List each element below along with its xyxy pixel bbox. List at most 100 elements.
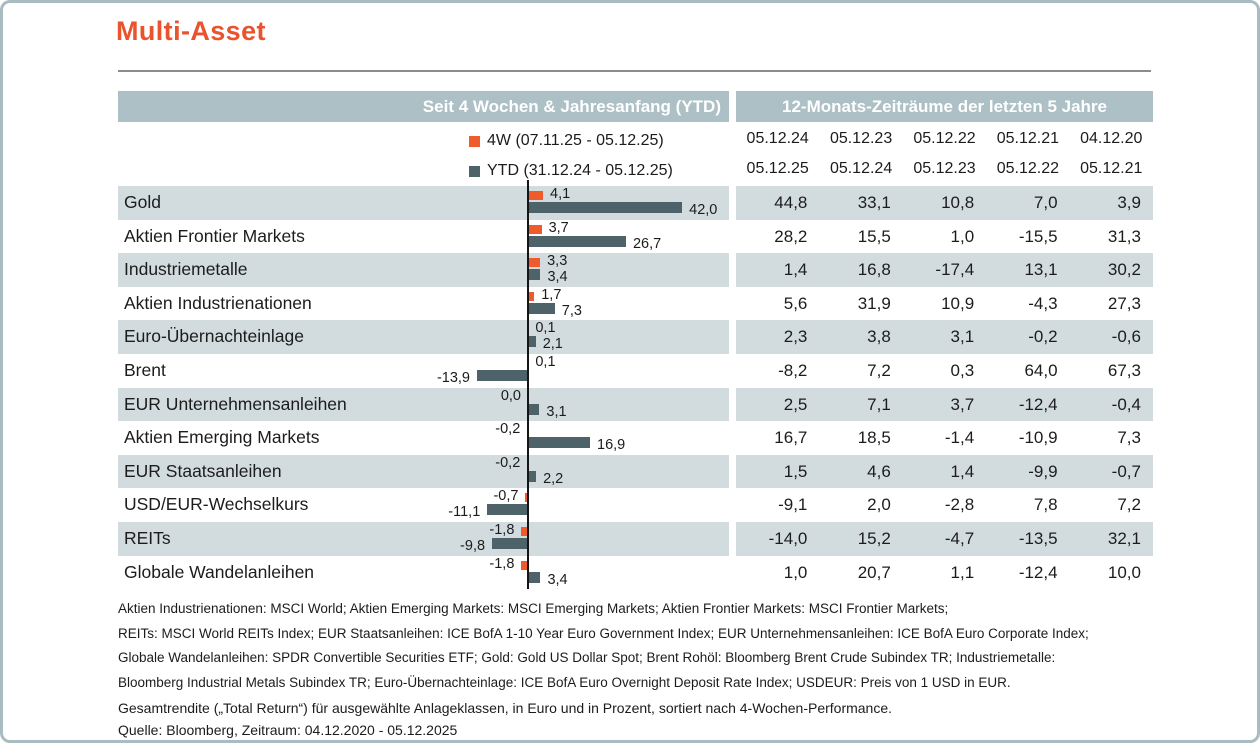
ytd-bar (487, 504, 528, 516)
yearly-returns-cell: -14,0 15,2 -4,7 -13,5 32,1 (736, 521, 1153, 556)
ytd-bar (528, 470, 537, 482)
ytd-bar (492, 537, 528, 549)
ytd-value-label: 2,1 (542, 336, 563, 353)
row-gap (729, 253, 736, 287)
yearly-return-value: 13,1 (1024, 260, 1058, 280)
asset-row: Aktien Industrienationen 1,7 7,3 5,6 31,9 10,… (118, 286, 1153, 321)
table-header: Seit 4 Wochen & Jahresanfang (YTD) 12-Mo… (118, 91, 1153, 122)
asset-label: Gold (124, 192, 161, 212)
asset-chart-cell: EUR Unternehmensanleihen 0,0 3,1 (118, 387, 729, 422)
asset-chart-cell: Aktien Frontier Markets 3,7 26,7 (118, 220, 729, 254)
yearly-return-value: 7,1 (867, 394, 891, 414)
footnote-line: Aktien Industrienationen: MSCI World; Ak… (118, 601, 949, 616)
ytd-value-label: 3,4 (547, 269, 568, 286)
period-start-date: 05.12.21 (1080, 160, 1143, 177)
row-gap (729, 521, 736, 556)
ytd-bar (528, 269, 541, 281)
yearly-return-value: 64,0 (1024, 360, 1058, 380)
ytd-value-label: 16,9 (597, 437, 626, 454)
4w-swatch-icon (469, 135, 480, 147)
yearly-return-value: -9,1 (778, 495, 808, 515)
yearly-return-value: 10,8 (941, 193, 975, 212)
yearly-return-value: 33,1 (857, 193, 891, 212)
ytd-value-label: -11,1 (448, 504, 481, 521)
yearly-return-value: 0,3 (950, 360, 975, 380)
index-footnotes: Aktien Industrienationen: MSCI World; Ak… (118, 597, 1089, 695)
asset-label: EUR Unternehmensanleihen (124, 393, 347, 414)
yearly-return-value: 4,6 (867, 461, 891, 481)
caption-line: Gesamtrendite („Total Return“) für ausge… (118, 700, 893, 716)
w4-bar (528, 291, 535, 301)
asset-row: Aktien Emerging Markets -0,2 16,9 16,7 18,5 -… (118, 421, 1153, 455)
yearly-return-value: 31,3 (1107, 226, 1141, 246)
yearly-returns-cell: -9,1 2,0 -2,8 7,8 7,2 (736, 488, 1153, 522)
multi-asset-table: Seit 4 Wochen & Jahresanfang (YTD) 12-Mo… (118, 91, 1153, 590)
period-dates: 05.12.24 05.12.23 05.12.22 05.12.21 04.12.20… (736, 122, 1153, 184)
asset-label: Euro-Übernachteinlage (124, 326, 304, 347)
header-gap (729, 91, 736, 122)
yearly-return-value: 30,2 (1107, 260, 1141, 280)
asset-label: Aktien Industrienationen (124, 292, 312, 313)
yearly-return-value: -0,6 (1111, 327, 1141, 347)
ytd-value-label: 42,0 (689, 202, 718, 218)
w4-value-label: -0,2 (495, 421, 521, 438)
w4-value-label: 1,7 (541, 286, 562, 303)
footnote-line: REITs: MSCI World REITs Index; EUR Staat… (118, 625, 1089, 641)
yearly-return-value: -13,5 (1018, 528, 1058, 548)
period-start-date: 05.12.22 (996, 160, 1059, 177)
yearly-return-value: 7,8 (1033, 495, 1058, 515)
w4-bar (525, 493, 528, 503)
w4-bar (521, 526, 528, 536)
yearly-return-value: 18,5 (857, 428, 891, 448)
asset-row: Euro-Übernachteinlage 0,1 2,1 2,3 3,8 3,1 -0,2… (118, 320, 1153, 354)
row-gap (729, 421, 736, 455)
yearly-return-value: 7,3 (1117, 428, 1141, 448)
yearly-return-value: 67,3 (1107, 360, 1141, 380)
ytd-value-label: 7,3 (561, 302, 582, 319)
caption-line: Quelle: Bloomberg, Zeitraum: 04.12.2020 … (118, 722, 458, 738)
asset-label: Globale Wandelanleihen (124, 561, 315, 582)
ytd-value-label: 3,1 (546, 403, 567, 420)
asset-chart-cell: Euro-Übernachteinlage 0,1 2,1 (118, 320, 729, 354)
yearly-return-value: 3,9 (1117, 193, 1141, 212)
yearly-return-value: 1,0 (783, 562, 808, 582)
yearly-return-value: 2,0 (867, 495, 891, 515)
ytd-bar (528, 336, 536, 348)
asset-chart-cell: REITs -1,8 -9,8 (118, 521, 729, 556)
row-gap (729, 286, 736, 321)
yearly-return-value: 31,9 (857, 293, 891, 313)
asset-label: Aktien Emerging Markets (124, 427, 320, 448)
asset-label: Aktien Frontier Markets (124, 225, 305, 246)
yearly-return-value: 28,2 (774, 226, 808, 246)
yearly-return-value: -8,2 (778, 360, 808, 380)
yearly-return-value: -14,0 (768, 528, 808, 548)
yearly-return-value: -1,4 (944, 428, 975, 448)
page-title: Multi-Asset (116, 16, 266, 46)
legend-item: 4W (07.11.25 - 05.12.25) (469, 132, 664, 150)
yearly-return-value: -2,8 (944, 495, 975, 515)
yearly-return-value: 7,2 (867, 360, 891, 380)
asset-label: Industriemetalle (124, 259, 248, 280)
w4-value-label: 0,0 (500, 387, 521, 404)
w4-bar (528, 258, 541, 268)
yearly-return-value: 5,6 (783, 293, 808, 313)
asset-chart-cell: Aktien Industrienationen 1,7 7,3 (118, 287, 729, 321)
w4-bar (521, 560, 528, 570)
period-end-dates-row: 05.12.24 05.12.23 05.12.22 05.12.21 04.12.20 (736, 124, 1153, 154)
asset-row: Aktien Frontier Markets 3,7 26,7 28,2 15,5 1,… (118, 219, 1153, 254)
row-gap (729, 488, 736, 522)
yearly-return-value: -4,7 (944, 528, 975, 548)
asset-label: Brent (124, 359, 166, 380)
ytd-value-label: 2,2 (543, 470, 564, 487)
ytd-bar (528, 403, 540, 415)
yearly-returns-cell: 28,2 15,5 1,0 -15,5 31,3 (736, 220, 1153, 254)
ytd-bar (528, 571, 541, 583)
yearly-return-value: -0,4 (1111, 394, 1141, 414)
row-gap (729, 387, 736, 422)
asset-row: USD/EUR-Wechselkurs -0,7 -11,1 -9,1 2,0 -2,8 7… (118, 488, 1153, 522)
yearly-returns-cell: 1,5 4,6 1,4 -9,9 -0,7 (736, 454, 1153, 489)
yearly-return-value: -0,2 (1028, 327, 1058, 347)
asset-row: Gold 4,1 42,0 44,8 33,1 10,8 7,0 3,9 (118, 186, 1153, 220)
ytd-value-label: 26,7 (632, 235, 662, 252)
period-end-date: 05.12.23 (829, 130, 893, 147)
